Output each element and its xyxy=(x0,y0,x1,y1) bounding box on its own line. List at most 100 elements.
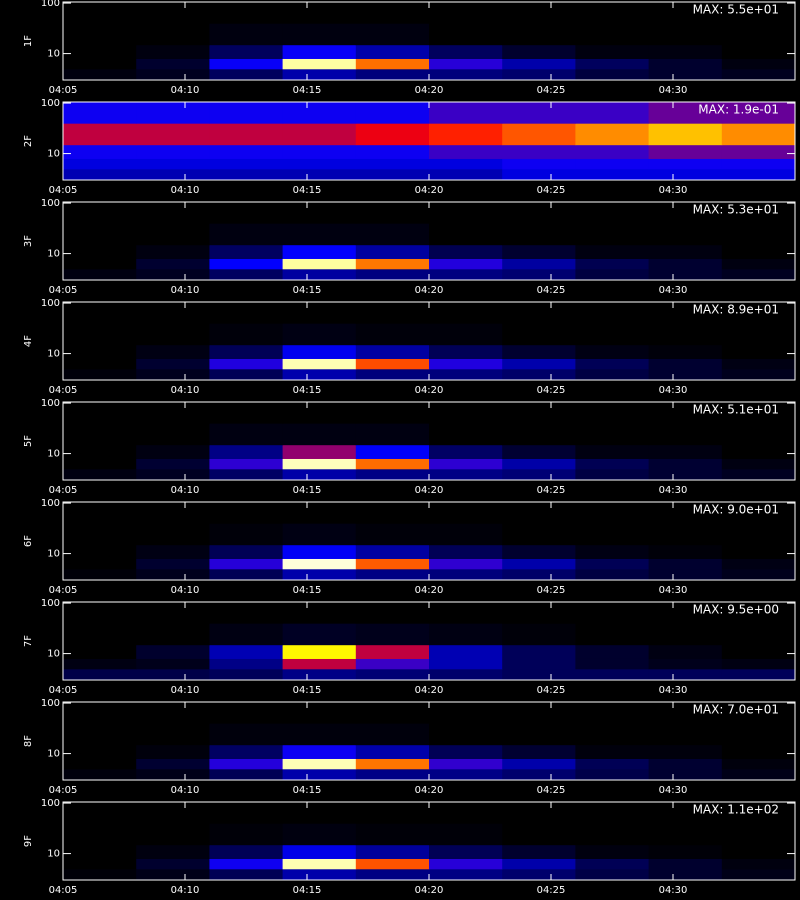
heat-cell xyxy=(209,2,284,24)
heat-cell xyxy=(575,802,650,824)
heat-cell xyxy=(136,668,210,681)
x-tick-label: 04:05 xyxy=(49,185,78,196)
heat-cell xyxy=(575,2,650,24)
x-tick-label: 04:30 xyxy=(659,385,688,396)
heat-cell xyxy=(136,368,210,381)
heat-cell xyxy=(502,244,576,259)
heat-cell xyxy=(63,358,137,370)
heat-cell xyxy=(63,658,137,670)
heat-cell xyxy=(63,558,137,570)
heat-cell xyxy=(502,68,576,81)
heat-cell xyxy=(136,102,210,124)
y-tick-label: 10 xyxy=(47,149,60,160)
heat-cell xyxy=(209,502,284,524)
heat-cell xyxy=(282,744,357,759)
heat-cell xyxy=(575,244,650,259)
heat-cell xyxy=(721,802,796,824)
heat-cell xyxy=(575,458,650,470)
heat-cell xyxy=(63,323,137,346)
x-tick-label: 04:30 xyxy=(659,885,688,896)
heat-cell xyxy=(575,644,650,659)
x-tick-label: 04:25 xyxy=(537,485,566,496)
heat-cell xyxy=(502,558,576,570)
y-tick-label: 10 xyxy=(47,649,60,660)
heat-cell xyxy=(502,58,576,70)
annotation: MAX: 5.1e+01 xyxy=(693,403,779,417)
heat-cell xyxy=(575,623,650,646)
heat-cell xyxy=(575,768,650,781)
heat-cell xyxy=(721,702,796,724)
heat-cell xyxy=(355,23,430,46)
heat-cell xyxy=(209,558,284,570)
x-tick-label: 04:15 xyxy=(293,485,322,496)
heat-cell xyxy=(502,102,576,124)
heat-cell xyxy=(63,844,137,859)
heat-cell xyxy=(136,68,210,81)
heat-cell xyxy=(429,102,503,124)
heat-cell xyxy=(502,858,576,870)
heat-cell xyxy=(575,823,650,846)
heat-cell xyxy=(282,558,357,570)
heat-cell xyxy=(502,823,576,846)
heat-cell xyxy=(575,858,650,870)
heat-cell xyxy=(136,402,210,424)
x-tick-label: 04:10 xyxy=(171,385,200,396)
heat-cell xyxy=(429,202,503,224)
heat-cell xyxy=(136,323,210,346)
heat-cell xyxy=(355,268,430,281)
heat-cell xyxy=(575,658,650,670)
heat-cell xyxy=(355,358,430,370)
heat-cell xyxy=(209,468,284,481)
heat-cell xyxy=(355,523,430,546)
heat-cell xyxy=(136,568,210,581)
heat-cell xyxy=(502,402,576,424)
x-tick-label: 04:10 xyxy=(171,485,200,496)
heat-cell xyxy=(502,523,576,546)
heat-cell xyxy=(575,868,650,881)
heat-cell xyxy=(209,544,284,559)
heat-cell xyxy=(648,802,723,824)
y-tick-label: 100 xyxy=(41,398,60,409)
heat-cell xyxy=(282,458,357,470)
y-tick-label: 10 xyxy=(47,49,60,60)
heat-cell xyxy=(502,744,576,759)
heat-cell xyxy=(63,23,137,46)
heat-cell xyxy=(136,544,210,559)
annotation: MAX: 7.0e+01 xyxy=(693,703,779,717)
heat-cell xyxy=(648,868,723,881)
heat-cell xyxy=(648,758,723,770)
heat-cell xyxy=(282,168,357,181)
heat-cell xyxy=(575,144,650,159)
heat-cell xyxy=(355,2,430,24)
heat-cell xyxy=(648,744,723,759)
x-tick-label: 04:10 xyxy=(171,685,200,696)
heat-cell xyxy=(209,144,284,159)
heat-cell xyxy=(721,568,796,581)
x-tick-label: 04:30 xyxy=(659,785,688,796)
heat-cell xyxy=(721,144,796,159)
heat-cell xyxy=(209,344,284,359)
heat-cell xyxy=(429,268,503,281)
heat-cell xyxy=(429,568,503,581)
heat-cell xyxy=(429,168,503,181)
heat-cell xyxy=(575,844,650,859)
heat-cell xyxy=(502,158,576,170)
y-axis-label: 7F xyxy=(23,635,34,647)
heat-cell xyxy=(721,102,796,124)
heat-cell xyxy=(355,823,430,846)
x-tick-label: 04:15 xyxy=(293,585,322,596)
heat-cell xyxy=(209,423,284,446)
heat-cell xyxy=(575,502,650,524)
heat-cell xyxy=(136,468,210,481)
y-tick-label: 10 xyxy=(47,449,60,460)
heat-cell xyxy=(355,458,430,470)
heat-cell xyxy=(429,768,503,781)
heat-cell xyxy=(282,602,357,624)
heat-cell xyxy=(721,823,796,846)
heat-cell xyxy=(209,202,284,224)
heat-cell xyxy=(648,723,723,746)
heat-cell xyxy=(502,302,576,324)
heat-cell xyxy=(63,168,137,181)
heat-cell xyxy=(721,23,796,46)
heat-cell xyxy=(502,144,576,159)
